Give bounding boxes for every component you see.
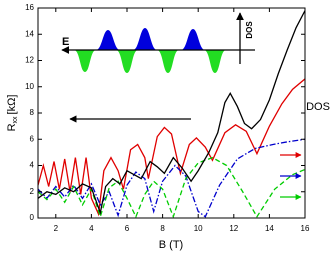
x-tick-label: 6: [125, 224, 130, 233]
right-axis-label: DOS: [306, 101, 330, 113]
y-tick-label: 4: [30, 161, 35, 170]
series-line: [38, 78, 305, 217]
y-axis-label: Rxx[kΩ]: [6, 95, 19, 132]
dos-peaks-lower: [74, 50, 226, 73]
x-tick-label: 2: [54, 224, 59, 233]
y-tick-label: 14: [25, 29, 34, 38]
series-line: [38, 10, 305, 216]
series-line: [38, 138, 305, 218]
dos-peaks-upper: [96, 28, 205, 50]
x-axis-label: B (T): [159, 239, 183, 251]
y-label-main: R: [6, 123, 18, 131]
inset-y-label: DOS: [245, 21, 254, 39]
x-tick-label: 16: [301, 224, 310, 233]
x-tick-label: 8: [160, 224, 165, 233]
y-label-unit: [kΩ]: [6, 95, 18, 115]
y-tick-label: 16: [25, 3, 34, 12]
y-tick-label: 8: [30, 108, 35, 117]
axes-frame: [37, 7, 306, 219]
y-tick-label: 2: [30, 187, 35, 196]
inset: E DOS: [61, 12, 255, 73]
x-tick-label: 10: [194, 224, 203, 233]
y-tick-label: 6: [30, 134, 35, 143]
x-tick-label: 14: [265, 224, 274, 233]
y-tick-label: 10: [25, 82, 34, 91]
y-label-sub: xx: [12, 116, 19, 124]
inset-x-label: E: [62, 36, 69, 48]
x-tick-label: 4: [89, 224, 94, 233]
series-line: [38, 156, 305, 218]
y-tick-label: 0: [30, 213, 35, 222]
plot-area: [38, 10, 305, 218]
y-tick-label: 12: [25, 56, 34, 65]
x-tick-label: 12: [229, 224, 238, 233]
